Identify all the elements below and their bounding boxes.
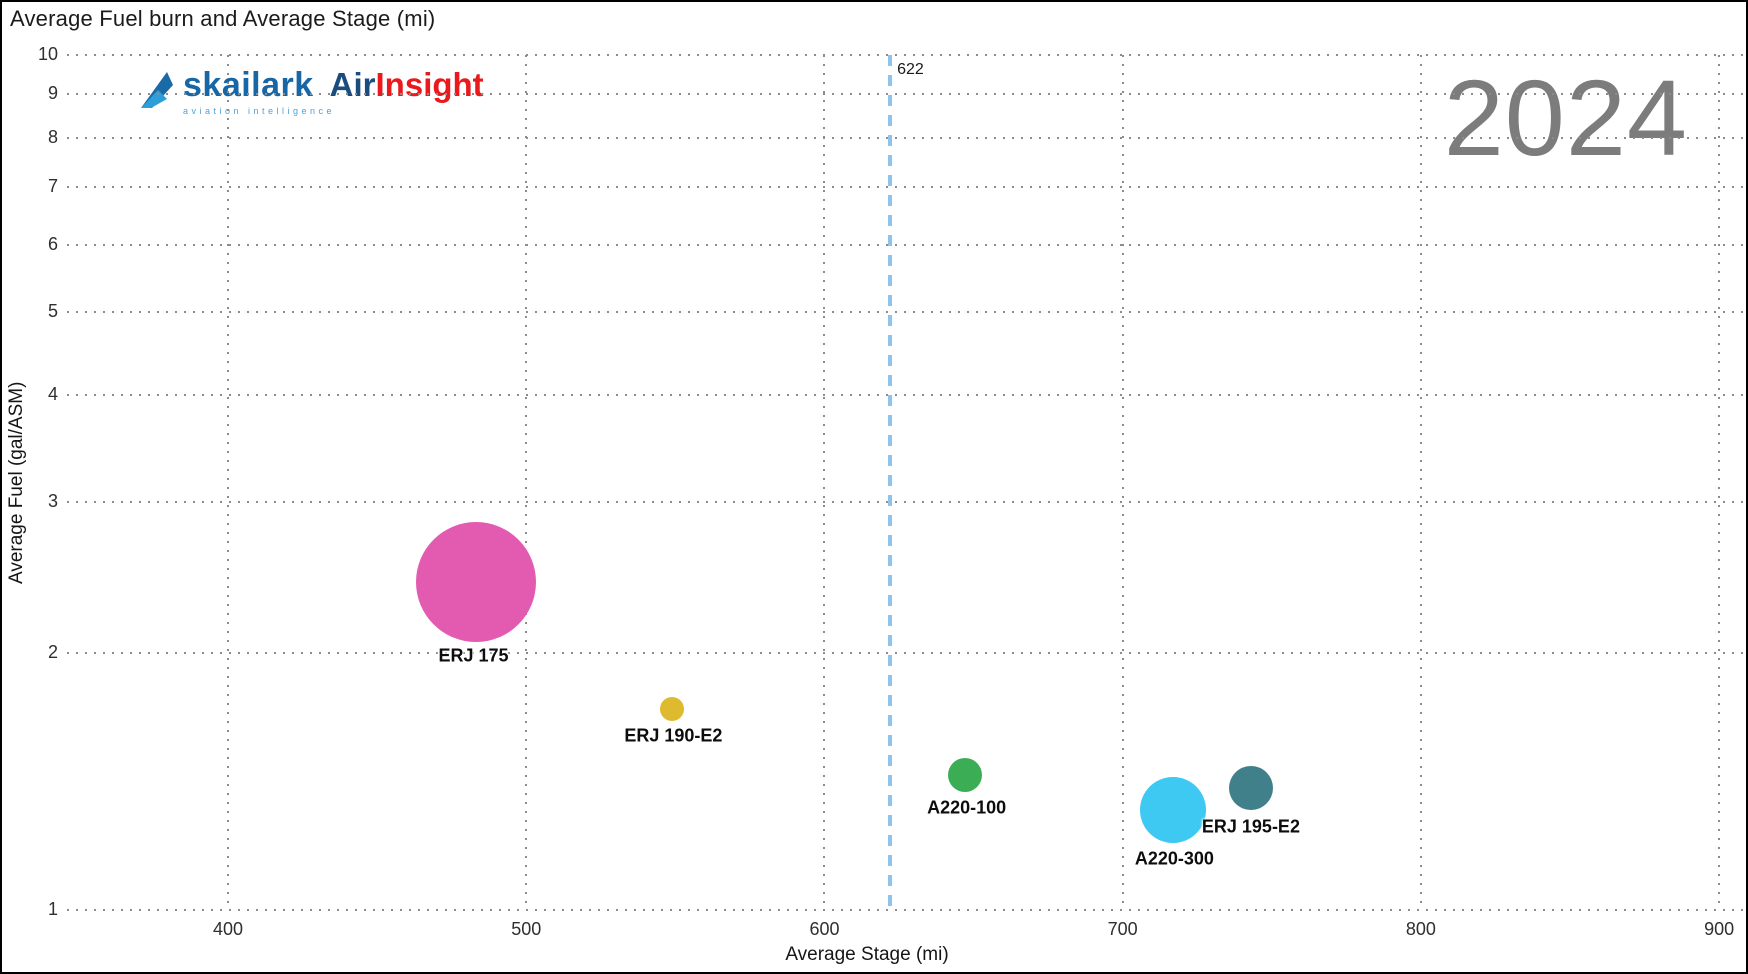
reference-line-622 — [888, 55, 893, 910]
skailark-logo: skailark AirInsight aviation intelligenc… — [137, 66, 484, 116]
x-tick-label-400: 400 — [213, 919, 244, 939]
x-axis-title: Average Stage (mi) — [785, 944, 949, 965]
bubble-a220-300[interactable] — [1140, 776, 1207, 843]
product-name: AirInsight — [329, 66, 484, 103]
y-gridline-10 — [67, 54, 1743, 56]
y-gridline-2 — [67, 651, 1743, 654]
y-tick-label-10: 10 — [37, 44, 58, 64]
y-gridline-8 — [67, 136, 1743, 139]
y-gridline-5 — [67, 311, 1743, 314]
y-gridline-6 — [67, 243, 1743, 246]
y-tick-label-1: 1 — [47, 899, 58, 919]
y-tick-label-3: 3 — [47, 491, 58, 512]
y-tick-label-8: 8 — [47, 126, 58, 147]
bubble-label-erj-175: ERJ 175 — [438, 645, 509, 666]
bubble-label-a220-300: A220-300 — [1134, 848, 1214, 869]
bubble-label-erj-190-e2: ERJ 190-E2 — [624, 725, 723, 746]
brand-tagline: aviation intelligence — [183, 106, 336, 116]
y-tick-label-6: 6 — [47, 233, 58, 254]
x-gridline-900 — [1718, 55, 1721, 910]
y-gridline-4 — [67, 394, 1743, 397]
brand-name: skailark — [183, 66, 314, 104]
logo-text: skailark AirInsight aviation intelligenc… — [183, 66, 484, 116]
x-gridline-800 — [1419, 55, 1422, 910]
page-title: Average Fuel burn and Average Stage (mi) — [10, 6, 436, 31]
year-watermark: 2024 — [1443, 57, 1688, 178]
x-tick-label-800: 800 — [1405, 919, 1436, 939]
y-gridline-7 — [67, 186, 1743, 189]
y-tick-label-9: 9 — [47, 83, 58, 104]
reference-line-label: 622 — [897, 61, 924, 78]
y-tick-label-2: 2 — [47, 641, 58, 662]
x-gridline-700 — [1121, 55, 1124, 910]
x-gridline-600 — [823, 55, 826, 910]
bubble-a220-100[interactable] — [947, 757, 982, 792]
y-gridline-9 — [67, 93, 1743, 96]
x-tick-label-700: 700 — [1107, 919, 1138, 939]
bubble-label-a220-100: A220-100 — [927, 797, 1007, 818]
y-gridline-1 — [67, 909, 1743, 911]
y-gridline-3 — [67, 501, 1743, 504]
x-tick-label-900: 900 — [1704, 919, 1735, 939]
x-gridline-500 — [525, 55, 528, 910]
bubble-erj-195-e2[interactable] — [1228, 765, 1273, 810]
bubble-erj-190-e2[interactable] — [660, 696, 685, 721]
y-tick-label-5: 5 — [47, 301, 58, 322]
x-tick-label-600: 600 — [809, 919, 840, 939]
x-tick-label-500: 500 — [511, 919, 542, 939]
bubble-label-erj-195-e2: ERJ 195-E2 — [1201, 816, 1300, 837]
y-tick-label-7: 7 — [47, 176, 58, 197]
x-gridline-400 — [227, 55, 230, 910]
bubble-erj-175[interactable] — [415, 521, 536, 642]
y-tick-label-4: 4 — [47, 384, 58, 405]
